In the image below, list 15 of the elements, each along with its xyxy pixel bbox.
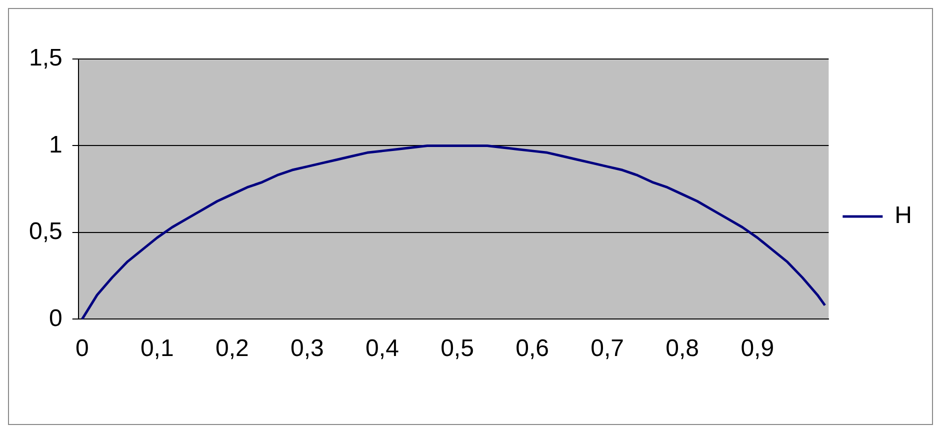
y-tick-label: 1 (49, 131, 62, 158)
x-tick-label: 0,3 (290, 335, 324, 362)
legend-label: H (894, 202, 912, 230)
y-tick-label: 0,5 (28, 218, 62, 246)
x-tick-label: 0,2 (215, 335, 249, 362)
x-tick-label: 0,8 (666, 335, 700, 362)
x-tick-label: 0,1 (140, 335, 174, 362)
y-tick-label: 1,5 (28, 44, 62, 72)
x-tick-label: 0 (75, 335, 89, 362)
x-tick-label: 0,5 (440, 335, 474, 362)
x-tick-label: 0,9 (740, 335, 774, 362)
y-tick-label: 0 (49, 304, 62, 332)
x-tick-label: 0,7 (590, 335, 624, 362)
x-tick-label: 0,6 (516, 335, 549, 362)
x-tick-label: 0,4 (366, 335, 399, 362)
